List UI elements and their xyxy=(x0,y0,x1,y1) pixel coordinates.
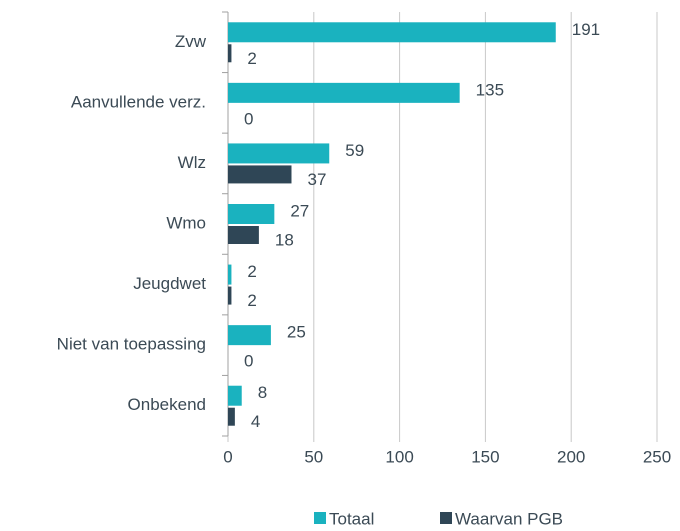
legend-swatch xyxy=(314,512,326,524)
legend-label: Waarvan PGB xyxy=(455,509,563,528)
x-tick-label: 100 xyxy=(385,447,413,466)
y-tick-label: Niet van toepassing xyxy=(57,335,206,354)
value-label: 0 xyxy=(244,109,253,128)
x-tick-label: 150 xyxy=(471,447,499,466)
x-tick-label: 250 xyxy=(643,447,671,466)
value-label: 2 xyxy=(247,49,256,68)
value-label: 37 xyxy=(307,170,326,189)
bar xyxy=(228,325,271,346)
bar xyxy=(228,44,232,63)
y-tick-label: Zvw xyxy=(175,32,207,51)
value-label: 2 xyxy=(247,262,256,281)
bar xyxy=(228,82,460,103)
y-tick-label: Aanvullende verz. xyxy=(71,92,206,111)
value-label: 27 xyxy=(290,201,309,220)
legend-label: Totaal xyxy=(329,509,374,528)
value-label: 18 xyxy=(275,230,294,249)
bar xyxy=(228,385,242,406)
value-label: 2 xyxy=(247,291,256,310)
bar xyxy=(228,264,232,285)
bar xyxy=(228,226,259,244)
x-tick-label: 50 xyxy=(304,447,323,466)
y-tick-label: Onbekend xyxy=(128,395,206,414)
value-label: 135 xyxy=(476,80,504,99)
legend-swatch xyxy=(440,512,452,524)
value-label: 25 xyxy=(287,323,306,342)
y-tick-label: Wmo xyxy=(166,213,206,232)
value-label: 0 xyxy=(244,352,253,371)
y-tick-label: Jeugdwet xyxy=(133,274,206,293)
x-tick-label: 0 xyxy=(223,447,232,466)
bar xyxy=(228,22,556,43)
x-tick-label: 200 xyxy=(557,447,585,466)
bar xyxy=(228,204,275,224)
bar xyxy=(228,286,232,305)
value-label: 59 xyxy=(345,141,364,160)
bar xyxy=(228,143,330,164)
bar xyxy=(228,165,292,184)
value-label: 8 xyxy=(258,383,267,402)
value-label: 191 xyxy=(572,20,600,39)
bar xyxy=(228,407,235,426)
value-label: 4 xyxy=(251,412,260,431)
y-tick-label: Wlz xyxy=(178,153,206,172)
